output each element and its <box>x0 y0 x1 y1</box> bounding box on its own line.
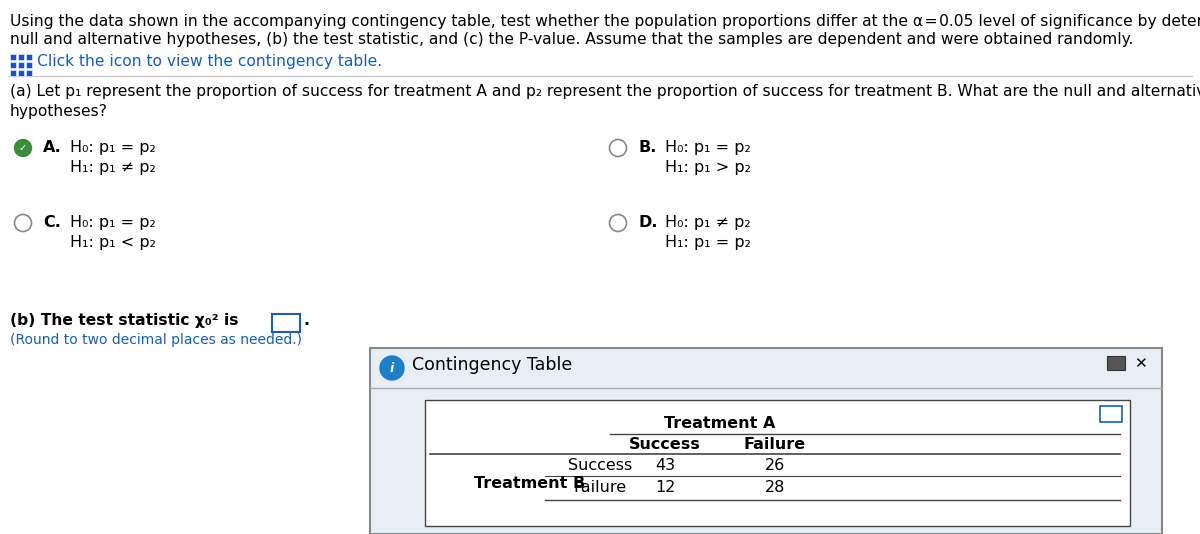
Circle shape <box>14 215 31 232</box>
Text: D.: D. <box>638 215 658 230</box>
Circle shape <box>610 139 626 156</box>
Text: (Round to two decimal places as needed.): (Round to two decimal places as needed.) <box>10 333 302 347</box>
Text: hypotheses?: hypotheses? <box>10 104 108 119</box>
Text: H₁: p₁ < p₂: H₁: p₁ < p₂ <box>70 235 156 250</box>
Text: H₁: p₁ = p₂: H₁: p₁ = p₂ <box>665 235 751 250</box>
Text: null and alternative hypotheses, (b) the test statistic, and (c) the P-value. As: null and alternative hypotheses, (b) the… <box>10 32 1133 47</box>
FancyBboxPatch shape <box>18 62 24 68</box>
Text: C.: C. <box>43 215 61 230</box>
Text: B.: B. <box>638 140 656 155</box>
FancyBboxPatch shape <box>10 70 16 76</box>
Text: Treatment A: Treatment A <box>665 416 775 431</box>
Text: i: i <box>390 362 394 374</box>
Text: 43: 43 <box>655 458 676 473</box>
Text: 26: 26 <box>764 458 785 473</box>
Text: 12: 12 <box>655 480 676 495</box>
Text: H₁: p₁ > p₂: H₁: p₁ > p₂ <box>665 160 751 175</box>
Text: Failure: Failure <box>744 437 806 452</box>
Text: H₀: p₁ = p₂: H₀: p₁ = p₂ <box>70 140 156 155</box>
Text: ✓: ✓ <box>19 143 28 153</box>
Text: Success: Success <box>568 458 632 473</box>
FancyBboxPatch shape <box>272 314 300 332</box>
FancyBboxPatch shape <box>10 62 16 68</box>
FancyBboxPatch shape <box>370 348 1162 534</box>
Text: Success: Success <box>629 437 701 452</box>
Text: Treatment B: Treatment B <box>474 476 586 491</box>
FancyBboxPatch shape <box>18 70 24 76</box>
Text: H₀: p₁ = p₂: H₀: p₁ = p₂ <box>70 215 156 230</box>
FancyBboxPatch shape <box>26 70 32 76</box>
Text: H₀: p₁ = p₂: H₀: p₁ = p₂ <box>665 140 751 155</box>
FancyBboxPatch shape <box>10 54 16 60</box>
Text: A.: A. <box>43 140 61 155</box>
Text: (b) The test statistic χ₀² is: (b) The test statistic χ₀² is <box>10 313 239 328</box>
Text: ✕: ✕ <box>1134 356 1146 371</box>
Text: H₁: p₁ ≠ p₂: H₁: p₁ ≠ p₂ <box>70 160 156 175</box>
Text: Click the icon to view the contingency table.: Click the icon to view the contingency t… <box>37 54 382 69</box>
FancyBboxPatch shape <box>1108 356 1126 370</box>
FancyBboxPatch shape <box>425 400 1130 526</box>
FancyBboxPatch shape <box>1100 406 1122 422</box>
Circle shape <box>380 356 404 380</box>
Text: Using the data shown in the accompanying contingency table, test whether the pop: Using the data shown in the accompanying… <box>10 14 1200 29</box>
Text: 28: 28 <box>764 480 785 495</box>
Circle shape <box>610 215 626 232</box>
FancyBboxPatch shape <box>18 54 24 60</box>
FancyBboxPatch shape <box>26 62 32 68</box>
Text: (a) Let p₁ represent the proportion of success for treatment A and p₂ represent : (a) Let p₁ represent the proportion of s… <box>10 84 1200 99</box>
FancyBboxPatch shape <box>26 54 32 60</box>
Text: Contingency Table: Contingency Table <box>412 356 572 374</box>
Text: Failure: Failure <box>574 480 626 495</box>
Circle shape <box>14 139 31 156</box>
Text: H₀: p₁ ≠ p₂: H₀: p₁ ≠ p₂ <box>665 215 751 230</box>
Text: .: . <box>302 313 310 328</box>
